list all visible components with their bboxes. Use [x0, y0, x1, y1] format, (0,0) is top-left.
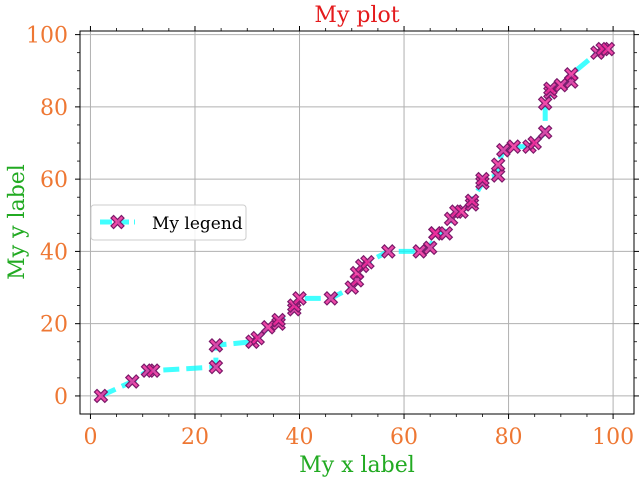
y-tick-label: 60: [40, 168, 68, 193]
data-point-marker: [537, 95, 553, 111]
data-point-marker: [381, 244, 396, 259]
axes-frame: [79, 30, 635, 415]
data-point-marker: [208, 359, 224, 375]
data-point-marker: [527, 135, 543, 151]
data-point-marker: [323, 291, 339, 306]
data-point-marker: [600, 41, 616, 57]
x-tick-label: 40: [286, 425, 314, 450]
plot-frame: [79, 30, 635, 415]
data-point-marker: [490, 168, 506, 183]
data-point-marker: [537, 124, 553, 140]
y-axis-label: My y label: [5, 164, 30, 280]
data-point-marker: [360, 254, 375, 270]
data-point-marker: [553, 77, 569, 93]
data-point-marker: [464, 193, 480, 209]
data-point-marker: [563, 67, 579, 82]
data-point-marker: [475, 171, 490, 187]
data-point-marker: [250, 330, 266, 346]
data-point-marker: [93, 388, 109, 404]
data-point-marker: [124, 374, 140, 389]
legend: My legend: [90, 204, 247, 241]
data-point-marker: [490, 157, 506, 173]
legend-marker-symbol: [110, 214, 125, 230]
chart-title: My plot: [314, 3, 399, 28]
x-tick-label: 80: [495, 425, 523, 450]
y-tick-label: 100: [26, 24, 68, 49]
y-tick-label: 40: [40, 240, 68, 265]
x-tick-label: 60: [390, 425, 418, 450]
data-point-marker: [495, 142, 511, 158]
y-tick-label: 80: [40, 96, 68, 121]
legend-frame: [90, 204, 247, 241]
legend-label: My legend: [152, 214, 243, 234]
legend-marker: [110, 214, 125, 230]
data-point-marker: [271, 312, 286, 328]
data-point-marker: [412, 244, 428, 259]
series-layer: [93, 41, 616, 404]
data-point-marker: [506, 139, 522, 154]
ticks: 0 20 40 60 80 100 0 20 40 60 80 100: [26, 24, 639, 450]
data-point-marker: [543, 81, 558, 97]
x-tick-label: 20: [181, 425, 209, 450]
data-point-marker: [208, 338, 224, 353]
x-tick-label: 0: [83, 425, 97, 450]
data-point-marker: [292, 291, 307, 306]
data-point-marker: [438, 225, 454, 241]
y-tick-label: 0: [54, 385, 68, 410]
x-tick-label: 100: [592, 425, 634, 450]
grid: [80, 31, 634, 414]
x-axis-label: My x label: [299, 453, 415, 478]
data-point-marker: [422, 240, 438, 256]
y-tick-label: 20: [40, 313, 68, 338]
data-point-marker: [145, 363, 161, 378]
